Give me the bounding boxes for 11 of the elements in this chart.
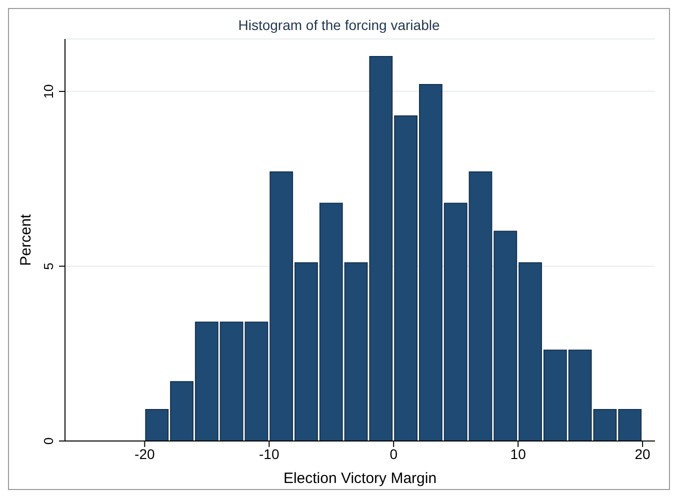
x-tick-label: 10 <box>510 446 526 462</box>
y-tick-label: 0 <box>41 437 56 445</box>
y-tick-label: 10 <box>41 84 56 99</box>
y-tick-label: 5 <box>41 262 56 270</box>
x-tick-label: 20 <box>634 446 651 462</box>
x-tick-label: 0 <box>390 446 398 462</box>
y-axis-title: Percent <box>17 213 34 266</box>
x-axis-title: Election Victory Margin <box>283 470 437 487</box>
chart-title: Histogram of the forcing variable <box>237 17 441 33</box>
x-tick-label: -10 <box>259 446 280 462</box>
x-tick-label: -20 <box>134 446 155 462</box>
